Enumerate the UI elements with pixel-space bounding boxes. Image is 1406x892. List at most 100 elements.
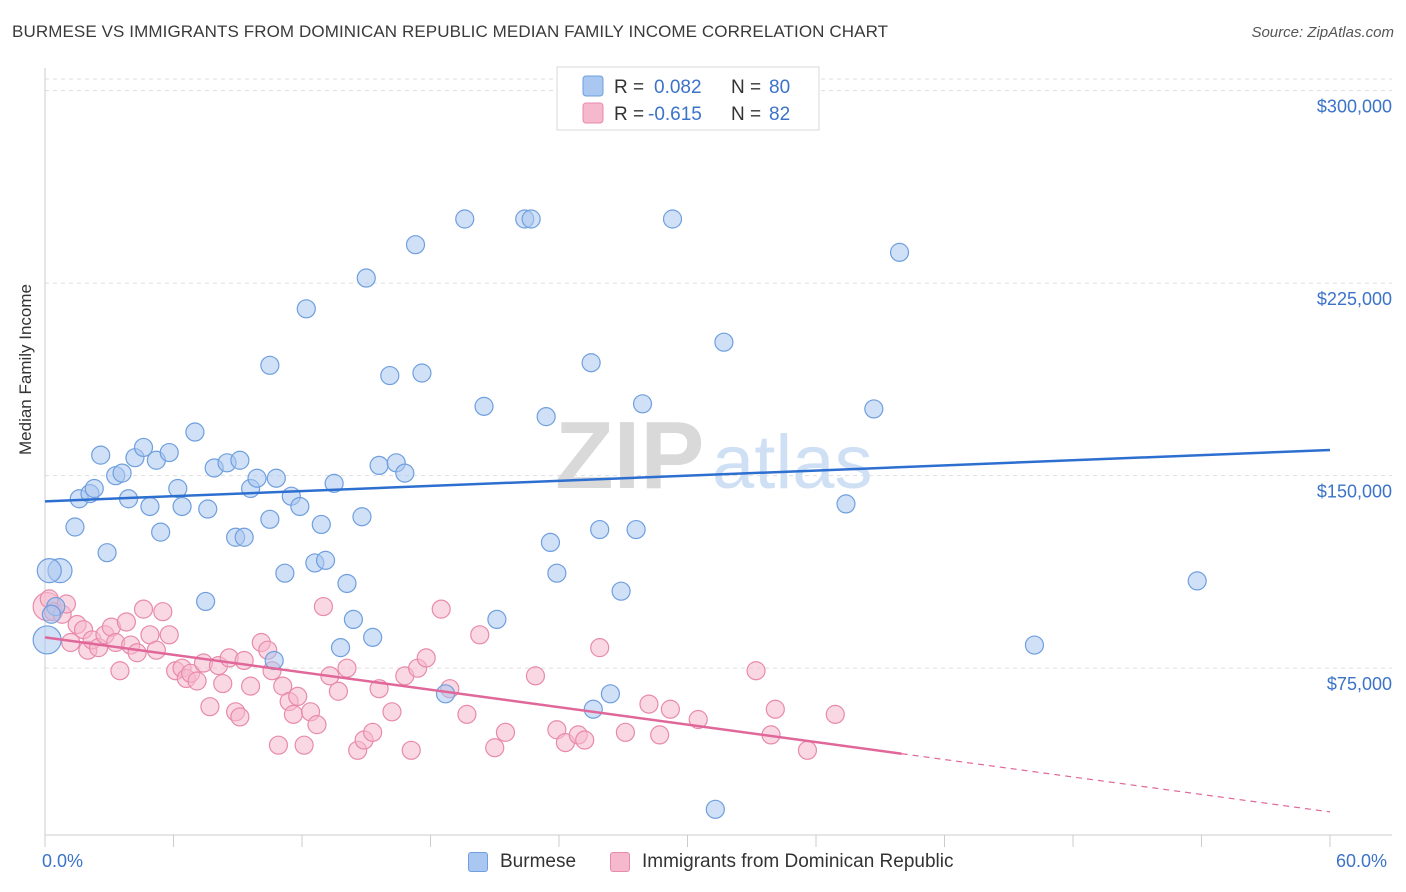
legend: R = 0.082 N = 80 R = -0.615 N = 82: [556, 66, 820, 131]
pink-point: [660, 699, 680, 719]
blue-point: [296, 299, 316, 319]
pink-point: [746, 661, 766, 681]
blue-point: [1187, 571, 1207, 591]
blue-point: [91, 445, 111, 465]
watermark-atlas: atlas: [712, 420, 873, 505]
blue-point: [521, 209, 541, 229]
pink-point: [328, 681, 349, 701]
blue-point: [405, 235, 426, 255]
blue-point: [662, 209, 683, 229]
blue-point: [311, 514, 331, 535]
pink-point: [470, 625, 490, 645]
blue-point: [266, 468, 286, 488]
legend-swatch-blue: [582, 75, 604, 97]
blue-point: [84, 478, 104, 499]
pink-point: [650, 725, 670, 745]
pink-point: [283, 704, 304, 724]
blue-point: [632, 394, 653, 414]
blue-point: [260, 509, 280, 529]
blue-point: [1024, 635, 1045, 655]
blue-point: [611, 581, 631, 601]
x-tick-label-min: 0.0%: [42, 851, 84, 871]
pink-point: [146, 640, 166, 660]
pink-trend-line: [44, 636, 902, 755]
blue-point: [889, 242, 910, 262]
pink-point: [153, 602, 173, 622]
blue-point: [196, 591, 216, 612]
y-tick-labels: $75,000 $150,000 $225,000 $300,000: [1317, 97, 1392, 695]
chart-title: BURMESE VS IMMIGRANTS FROM DOMINICAN REP…: [12, 22, 889, 41]
bottom-legend-swatch-blue: [468, 852, 488, 872]
pink-trend-line-dashed: [901, 753, 1331, 813]
legend-r-value-blue: 0.082: [654, 77, 702, 98]
blue-point: [230, 450, 250, 470]
blue-point: [247, 468, 267, 488]
blue-point: [583, 699, 603, 719]
blue-point: [380, 365, 400, 386]
pink-point: [294, 735, 314, 755]
pink-point: [688, 709, 708, 730]
blue-point: [330, 638, 351, 658]
bottom-legend-swatch-pink: [610, 852, 630, 872]
legend-r-value-pink: -0.615: [648, 104, 702, 125]
legend-r-label-pink: R =: [614, 104, 644, 125]
legend-n-label-blue: N =: [731, 77, 761, 98]
y-tick-label: $225,000: [1317, 289, 1392, 309]
bottom-legend: Burmese Immigrants from Dominican Republ…: [0, 851, 1406, 877]
blue-point: [324, 473, 344, 493]
bottom-legend-label-burmese: Burmese: [500, 851, 577, 872]
blue-point: [159, 442, 179, 463]
blue-point: [547, 563, 567, 583]
pink-point: [313, 596, 334, 617]
blue-point: [600, 684, 621, 704]
pink-point: [765, 699, 785, 719]
blue-point: [133, 437, 154, 458]
pink-point: [590, 638, 610, 658]
pink-point: [187, 671, 207, 691]
y-tick-label: $75,000: [1327, 674, 1392, 694]
blue-point: [412, 363, 432, 383]
blue-point: [337, 573, 357, 594]
pink-point: [234, 650, 254, 671]
blue-point: [626, 519, 646, 540]
pink-point: [230, 707, 250, 727]
blue-point: [65, 517, 85, 537]
pink-point: [431, 599, 451, 619]
pink-point: [401, 740, 421, 760]
blue-point: [315, 550, 336, 570]
blue-point: [455, 209, 475, 229]
blue-point: [369, 455, 389, 475]
pink-point: [363, 722, 383, 742]
pink-point: [615, 722, 635, 742]
pink-point: [200, 697, 220, 717]
blue-point: [41, 604, 62, 624]
source-label: Source: ZipAtlas.com: [1251, 24, 1394, 41]
blue-point: [234, 527, 254, 547]
pink-point: [268, 735, 289, 755]
blue-point: [864, 399, 884, 419]
axes: [44, 68, 1392, 847]
blue-trend-line: [44, 448, 1331, 503]
blue-point: [97, 543, 117, 563]
pink-point: [639, 694, 659, 714]
legend-n-value-blue: 80: [769, 77, 790, 98]
legend-r-label-blue: R =: [614, 77, 644, 98]
blue-point: [140, 496, 160, 517]
pink-point: [288, 686, 308, 707]
bottom-legend-item-dominican: Immigrants from Dominican Republic: [610, 851, 954, 873]
pink-point: [159, 625, 179, 645]
pink-point: [575, 730, 595, 750]
pink-point: [110, 661, 130, 681]
blue-point: [705, 799, 725, 819]
pink-point: [495, 722, 516, 742]
blue-point: [395, 463, 415, 483]
blue-point: [836, 494, 856, 514]
pink-point: [307, 715, 327, 735]
blue-point: [590, 519, 610, 540]
pink-point: [485, 738, 505, 758]
blue-point: [363, 627, 383, 647]
blue-point: [356, 268, 376, 288]
blue-point: [487, 609, 507, 630]
watermark-zip: ZIP: [555, 402, 704, 509]
pink-point: [213, 673, 233, 694]
